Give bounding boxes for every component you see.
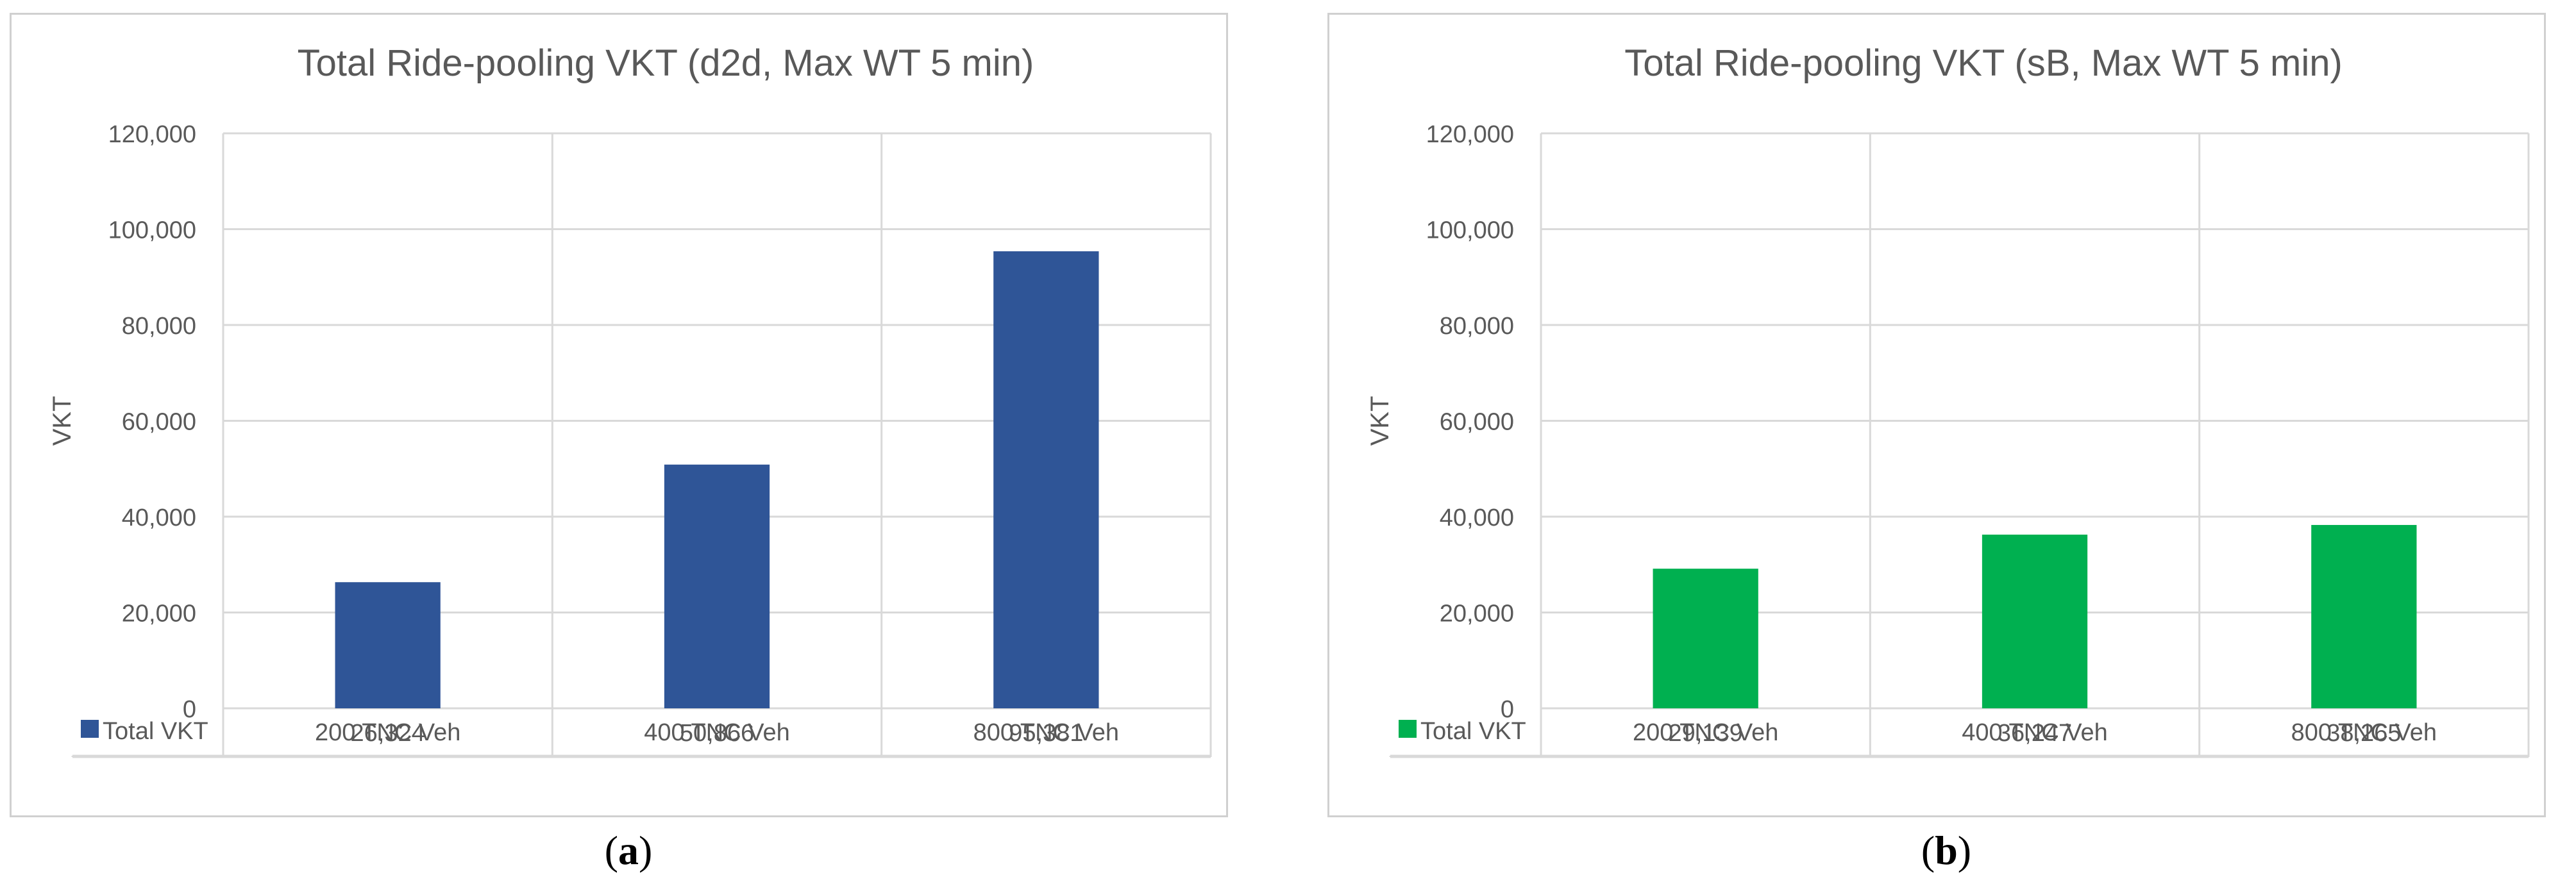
chart-a-legend-label: Total VKT	[103, 718, 208, 745]
chart-a-y-tick-label: 100,000	[108, 217, 196, 244]
chart-b-legend-label: Total VKT	[1420, 718, 1526, 745]
chart-a-table-value: 50,866	[680, 720, 754, 747]
chart-b-y-tick-label: 120,000	[1426, 121, 1514, 148]
chart-a-bar	[993, 251, 1099, 708]
chart-a-y-axis-label: VKT	[48, 396, 76, 446]
chart-a-y-tick-label: 0	[183, 696, 196, 723]
chart-a-bar	[664, 464, 770, 708]
chart-b-title: Total Ride-pooling VKT (sB, Max WT 5 min…	[1624, 42, 2343, 84]
chart-a-svg: Total Ride-pooling VKT (d2d, Max WT 5 mi…	[48, 42, 1212, 758]
chart-a-category-label: 200 TNC Veh	[315, 719, 460, 746]
caption-b: (b)	[1921, 828, 1972, 873]
chart-a-y-tick-label: 20,000	[122, 601, 196, 628]
chart-a-category-label: 800 TNC Veh	[973, 719, 1119, 746]
chart-b-category-label: 200 TNC Veh	[1633, 719, 1778, 746]
chart-b-legend-swatch	[1399, 720, 1417, 738]
chart-a-y-tick-label: 40,000	[122, 504, 196, 531]
chart-a-y-tick-label: 120,000	[108, 121, 196, 148]
chart-b-y-tick-label: 60,000	[1440, 409, 1514, 436]
chart-panel-b: Total Ride-pooling VKT (sB, Max WT 5 min…	[1327, 13, 2546, 817]
chart-b-y-tick-label: 20,000	[1440, 601, 1514, 628]
chart-a-title: Total Ride-pooling VKT (d2d, Max WT 5 mi…	[298, 42, 1034, 84]
chart-b-y-tick-label: 40,000	[1440, 504, 1514, 531]
chart-a-y-tick-label: 80,000	[122, 313, 196, 340]
chart-b-y-tick-label: 80,000	[1440, 313, 1514, 340]
chart-b-table-value: 29,139	[1669, 720, 1743, 747]
chart-b-y-axis-label: VKT	[1366, 396, 1394, 446]
chart-a-table-value: 95,381	[1009, 720, 1083, 747]
chart-b-y-tick-label: 0	[1501, 696, 1514, 723]
chart-a-category-label: 400 TNC Veh	[644, 719, 789, 746]
chart-panel-a: Total Ride-pooling VKT (d2d, Max WT 5 mi…	[10, 13, 1228, 817]
chart-b-bar	[1653, 569, 1758, 708]
chart-a-table-value: 26,324	[351, 720, 425, 747]
caption-a: (a)	[604, 828, 653, 873]
chart-b-category-label: 400 TNC Veh	[1962, 719, 2107, 746]
chart-a-y-tick-label: 60,000	[122, 409, 196, 436]
chart-a-bar	[335, 582, 441, 708]
chart-b-table-value: 38,265	[2327, 720, 2401, 747]
chart-a-legend-swatch	[81, 720, 99, 738]
chart-b-table-value: 36,247	[1998, 720, 2072, 747]
chart-b-y-tick-label: 100,000	[1426, 217, 1514, 244]
chart-b-category-label: 800 TNC Veh	[2291, 719, 2437, 746]
chart-b-bar	[1982, 535, 2088, 708]
chart-b-svg: Total Ride-pooling VKT (sB, Max WT 5 min…	[1366, 42, 2530, 758]
chart-b-bar	[2311, 524, 2417, 708]
